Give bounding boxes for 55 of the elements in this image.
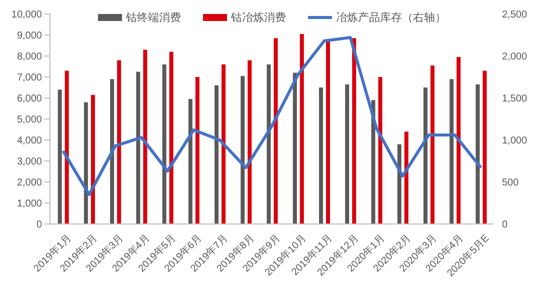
bar bbox=[143, 50, 148, 224]
bar bbox=[110, 79, 114, 224]
y-tick-label: 10,000 bbox=[11, 10, 42, 21]
bar bbox=[371, 100, 376, 224]
y2-tick-label: 2,000 bbox=[502, 52, 528, 63]
legend-label: 冶炼产品库存（右轴） bbox=[335, 10, 446, 25]
bar bbox=[214, 85, 219, 224]
y2-tick-label: 500 bbox=[502, 178, 520, 189]
bar bbox=[64, 70, 69, 224]
y-tick-label: 0 bbox=[36, 220, 42, 231]
y-tick-label: 2,000 bbox=[16, 178, 42, 189]
bar bbox=[326, 40, 330, 224]
y2-tick-label: 1,000 bbox=[502, 136, 528, 147]
legend-label: 钴冶炼消费 bbox=[230, 11, 286, 25]
bar bbox=[248, 60, 252, 224]
y-tick-label: 8,000 bbox=[16, 52, 42, 63]
bar bbox=[84, 102, 88, 224]
y2-tick-label: 0 bbox=[502, 220, 508, 231]
bar bbox=[476, 84, 480, 224]
bar bbox=[274, 38, 278, 224]
y-tick-label: 5,000 bbox=[16, 114, 42, 126]
bar bbox=[162, 64, 166, 224]
bar bbox=[319, 88, 324, 224]
bar bbox=[378, 77, 382, 224]
bar bbox=[456, 57, 461, 224]
bar bbox=[136, 72, 140, 224]
y-tick-label: 9,000 bbox=[16, 30, 42, 42]
bar bbox=[345, 84, 350, 224]
bar bbox=[222, 64, 226, 224]
y-tick-label: 7,000 bbox=[16, 72, 42, 84]
bar bbox=[352, 38, 356, 224]
bar bbox=[423, 88, 428, 224]
legend-label: 钴终端消费 bbox=[125, 11, 181, 25]
y-tick-label: 4,000 bbox=[16, 136, 42, 147]
bar bbox=[188, 99, 192, 224]
bar bbox=[90, 94, 95, 224]
bar bbox=[430, 65, 434, 224]
bar bbox=[292, 72, 297, 224]
bar bbox=[266, 64, 271, 224]
bar bbox=[397, 144, 402, 224]
bar bbox=[58, 90, 62, 224]
y-tick-label: 6,000 bbox=[16, 94, 42, 105]
y-tick-label: 1,000 bbox=[16, 198, 42, 210]
bar bbox=[240, 76, 245, 224]
line-series bbox=[62, 36, 482, 196]
y2-tick-label: 1,500 bbox=[502, 94, 528, 105]
y2-tick-label: 2,500 bbox=[502, 10, 528, 21]
bar bbox=[195, 77, 200, 224]
bar bbox=[450, 79, 454, 224]
y-tick-label: 3,000 bbox=[16, 156, 42, 168]
bar bbox=[404, 132, 408, 224]
bar bbox=[482, 70, 487, 224]
bar bbox=[300, 34, 304, 224]
bar bbox=[117, 60, 122, 224]
bar bbox=[169, 52, 174, 224]
